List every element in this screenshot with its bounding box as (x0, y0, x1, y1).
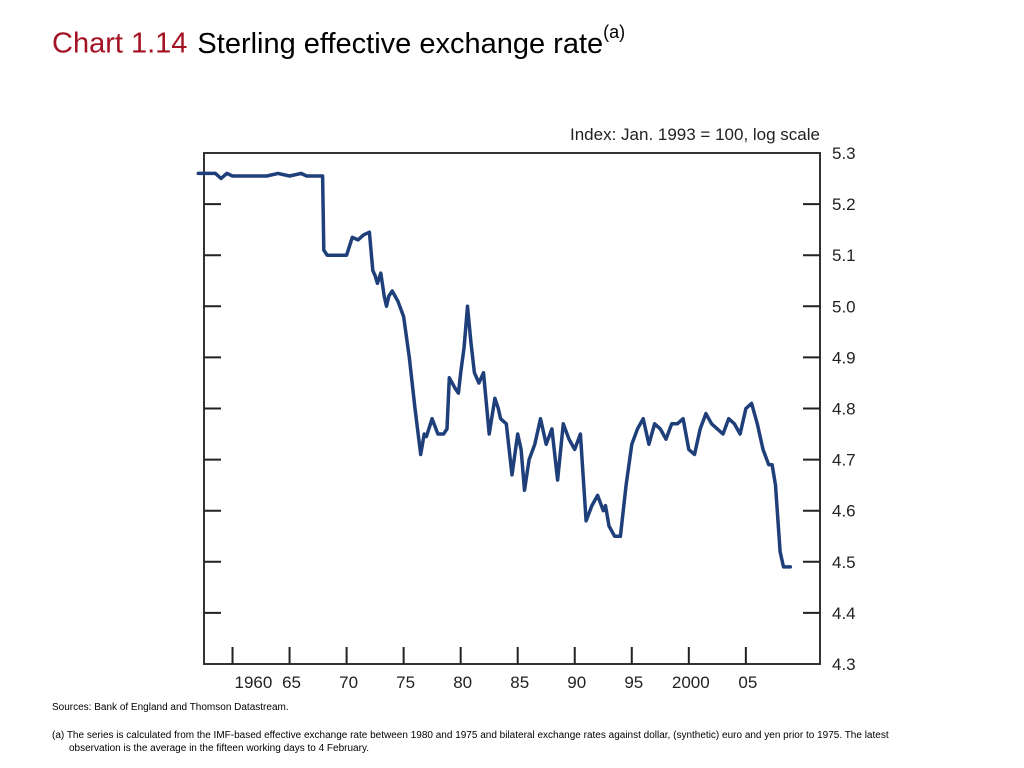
y-tick-label: 5.3 (832, 144, 856, 163)
x-tick-label: 85 (510, 673, 529, 692)
sources-note: Sources: Bank of England and Thomson Dat… (52, 702, 289, 713)
chart-title-text: Sterling effective exchange rate (197, 27, 604, 60)
y-tick-label: 5.0 (832, 297, 856, 316)
chart-number: Chart 1.14 (52, 27, 188, 60)
y-axis-ticks (204, 203, 820, 614)
y-axis-labels: 4.3 4.4 4.5 4.6 4.7 4.8 4.9 5.0 5.1 5.2 5.3 (832, 144, 856, 674)
x-tick-label: 05 (738, 673, 757, 692)
y-tick-label: 5.1 (832, 246, 856, 265)
x-tick-label: 2000 (672, 673, 710, 692)
x-axis-ticks (231, 647, 747, 664)
exchange-rate-chart: Index: Jan. 1993 = 100, log scale 4.3 4.4… (196, 125, 856, 692)
x-tick-label: 65 (282, 673, 301, 692)
y-tick-label: 4.8 (832, 400, 856, 419)
chart-title: Chart 1.14 Sterling effective exchange ra… (52, 22, 625, 61)
y-tick-label: 4.9 (832, 348, 856, 367)
x-axis-labels: 1960 65 70 75 80 85 90 95 2000 05 (235, 673, 758, 692)
x-tick-label: 75 (396, 673, 415, 692)
axis-note: Index: Jan. 1993 = 100, log scale (570, 125, 820, 144)
x-tick-label: 90 (567, 673, 586, 692)
y-tick-label: 4.6 (832, 502, 856, 521)
series-line (196, 171, 793, 569)
footnote: (a) The series is calculated from the IM… (52, 730, 889, 754)
y-tick-label: 4.5 (832, 553, 856, 572)
y-tick-label: 4.4 (832, 604, 856, 623)
x-tick-label: 70 (339, 673, 358, 692)
x-tick-label: 80 (453, 673, 472, 692)
y-tick-label: 4.7 (832, 451, 856, 470)
x-tick-label: 1960 (235, 673, 273, 692)
y-tick-label: 5.2 (832, 195, 856, 214)
x-tick-label: 95 (624, 673, 643, 692)
y-tick-label: 4.3 (832, 655, 856, 674)
title-footnote-marker: (a) (603, 22, 626, 42)
plot-frame (203, 152, 821, 665)
